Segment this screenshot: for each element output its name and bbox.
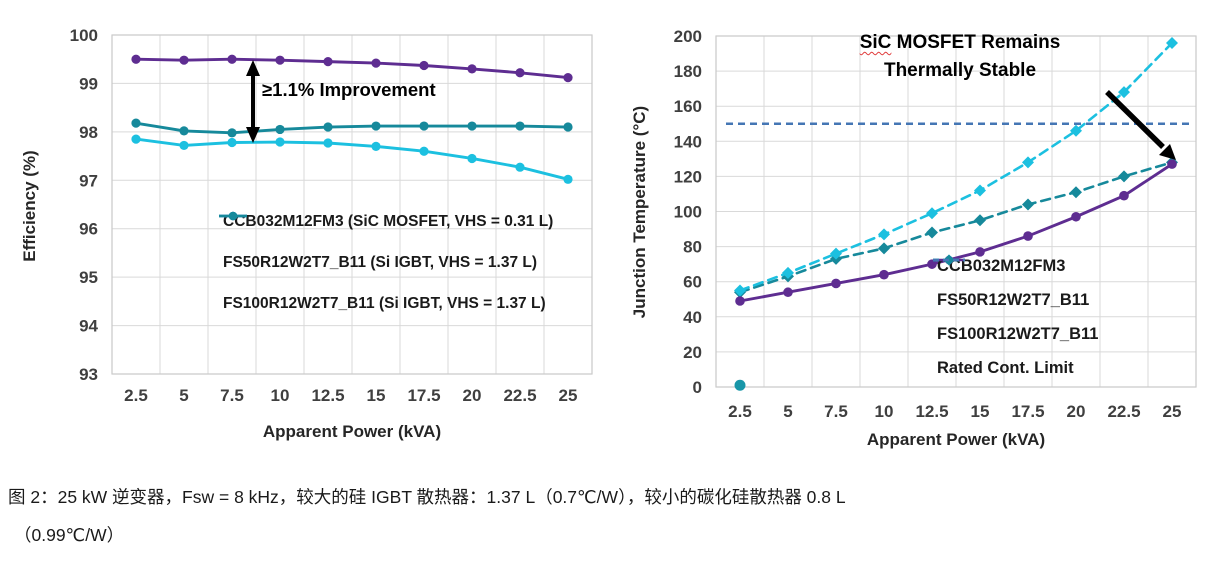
legend-item-fs50: FS50R12W2T7_B11 [932, 254, 1098, 313]
svg-text:99: 99 [79, 74, 98, 93]
legend-item-sic-mosfet: CCB032M12FM3 (SiC MOSFET, VHS = 0.31 L) [218, 209, 553, 235]
svg-text:40: 40 [683, 308, 702, 327]
legend-item-fs100: FS100R12W2T7_B11 (Si IGBT, VHS = 1.37 L) [218, 211, 553, 317]
svg-text:200: 200 [674, 27, 702, 46]
temperature-legend: CCB032M12FM3 FS50R12W2T7_B11 FS100R12W2T… [932, 253, 1098, 381]
svg-text:2.5: 2.5 [124, 386, 148, 405]
svg-text:20: 20 [463, 386, 482, 405]
improvement-annotation: ≥1.1% Improvement [262, 79, 436, 100]
svg-text:140: 140 [674, 132, 702, 151]
legend-item-rated-limit: Rated Cont. Limit [932, 258, 1098, 381]
caption-line-2: （0.99℃/W） [14, 525, 125, 545]
svg-text:97: 97 [79, 171, 98, 190]
svg-text:93: 93 [79, 365, 98, 384]
efficiency-plot-area: 93 94 95 96 97 98 99 100 2.5 5 7.5 10 12.5 15 17.5 20 22… [70, 26, 593, 405]
efficiency-chart: 93 94 95 96 97 98 99 100 2.5 5 7.5 10 12.5 15 17.5 20 22… [0, 0, 610, 465]
legend-item-fs100: FS100R12W2T7_B11 [932, 254, 1099, 347]
legend-label: FS50R12W2T7_B11 [937, 290, 1090, 309]
svg-text:22.5: 22.5 [1107, 402, 1140, 421]
svg-text:22.5: 22.5 [503, 386, 536, 405]
legend-label: Rated Cont. Limit [937, 358, 1074, 377]
temperature-x-axis-title: Apparent Power (kVA) [866, 430, 1046, 449]
svg-text:25: 25 [559, 386, 578, 405]
svg-text:15: 15 [971, 402, 990, 421]
svg-text:95: 95 [79, 268, 98, 287]
legend-label: CCB032M12FM3 (SiC MOSFET, VHS = 0.31 L) [223, 213, 554, 230]
svg-text:20: 20 [683, 343, 702, 362]
svg-text:12.5: 12.5 [311, 386, 344, 405]
legend-label: FS50R12W2T7_B11 (Si IGBT, VHS = 1.37 L) [223, 254, 537, 271]
svg-text:7.5: 7.5 [220, 386, 244, 405]
svg-text:5: 5 [783, 402, 792, 421]
annotation-line2: Thermally Stable [883, 60, 1037, 81]
temperature-plot-area: 0 20 40 60 80 100 120 140 160 180 200 2.5 5 7.5 10 12.5… [674, 27, 1197, 421]
svg-text:15: 15 [367, 386, 386, 405]
svg-text:0: 0 [693, 378, 702, 397]
thermally-stable-annotation: SiC MOSFET Remains Thermally Stable [832, 29, 1088, 85]
junction-temperature-chart: 0 20 40 60 80 100 120 140 160 180 200 2.5 5 7.5 10 12.5… [610, 0, 1219, 465]
efficiency-legend: CCB032M12FM3 (SiC MOSFET, VHS = 0.31 L) … [218, 209, 553, 317]
caption-line-1: 图 2：25 kW 逆变器，Fsw = 8 kHz，较大的硅 IGBT 散热器：… [8, 487, 846, 507]
legend-label: FS100R12W2T7_B11 [937, 324, 1099, 343]
svg-text:5: 5 [179, 386, 188, 405]
efficiency-x-axis-title: Apparent Power (kVA) [262, 422, 442, 441]
efficiency-y-axis-title: Efficiency (%) [20, 150, 39, 262]
svg-text:120: 120 [674, 167, 702, 186]
svg-text:7.5: 7.5 [824, 402, 848, 421]
svg-text:160: 160 [674, 97, 702, 116]
svg-text:100: 100 [674, 203, 702, 222]
svg-text:98: 98 [79, 123, 98, 142]
svg-text:17.5: 17.5 [407, 386, 440, 405]
svg-text:180: 180 [674, 62, 702, 81]
legend-label: CCB032M12FM3 [937, 256, 1066, 275]
annotation-word-sic: SiC [859, 32, 892, 53]
temperature-y-axis-title: Junction Temperature (°C) [630, 105, 649, 319]
svg-text:2.5: 2.5 [728, 402, 752, 421]
svg-text:80: 80 [683, 238, 702, 257]
svg-text:17.5: 17.5 [1011, 402, 1044, 421]
legend-label: FS100R12W2T7_B11 (Si IGBT, VHS = 1.37 L) [223, 295, 546, 312]
svg-text:94: 94 [79, 317, 98, 336]
svg-text:10: 10 [271, 386, 290, 405]
svg-text:60: 60 [683, 273, 702, 292]
svg-text:10: 10 [875, 402, 894, 421]
legend-item-fs50: FS50R12W2T7_B11 (Si IGBT, VHS = 1.37 L) [218, 211, 553, 276]
svg-text:25: 25 [1163, 402, 1182, 421]
svg-text:96: 96 [79, 220, 98, 239]
annotation-line1-rest: MOSFET Remains [896, 32, 1061, 53]
svg-text:20: 20 [1067, 402, 1086, 421]
svg-text:12.5: 12.5 [915, 402, 948, 421]
svg-text:100: 100 [70, 26, 98, 45]
figure-caption: 图 2：25 kW 逆变器，Fsw = 8 kHz，较大的硅 IGBT 散热器：… [8, 478, 1213, 554]
